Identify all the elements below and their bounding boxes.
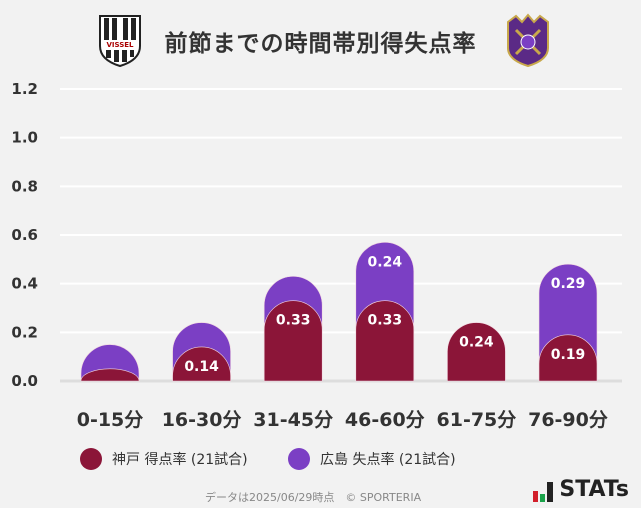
bar-chart: 0.0 0.2 0.4 0.6 0.8 1.0 1.2 0-15分 0.14 16-30分 0.33… bbox=[11, 80, 622, 431]
legend-item-hiroshima: 広島 失点率 (21試合) bbox=[288, 448, 456, 470]
x-tick-label: 61-75分 bbox=[437, 409, 517, 431]
kobe-data-label: 0.14 bbox=[184, 359, 219, 375]
x-tick-label: 31-45分 bbox=[253, 409, 333, 431]
stats-bars-icon bbox=[533, 482, 554, 502]
y-tick-label: 0.6 bbox=[11, 226, 38, 244]
kobe-bar bbox=[263, 300, 323, 382]
legend-label-hiroshima: 広島 失点率 (21試合) bbox=[320, 452, 456, 468]
kobe-data-label: 0.24 bbox=[459, 335, 494, 351]
x-tick-label: 46-60分 bbox=[345, 409, 425, 431]
y-tick-label: 0.0 bbox=[11, 372, 38, 390]
hiroshima-data-label: 0.29 bbox=[551, 276, 586, 292]
kobe-bar bbox=[172, 346, 231, 382]
sanfrecce-logo bbox=[507, 13, 549, 68]
kobe-bar bbox=[538, 334, 598, 382]
svg-text:VISSEL: VISSEL bbox=[106, 41, 134, 49]
y-tick-label: 1.0 bbox=[11, 129, 38, 147]
kobe-data-label: 0.19 bbox=[551, 347, 586, 363]
kobe-data-label: 0.33 bbox=[276, 313, 311, 329]
chart-title: 前節までの時間帯別得失点率 bbox=[164, 31, 477, 57]
x-tick-label: 0-15分 bbox=[77, 409, 144, 431]
legend-item-kobe: 神戸 得点率 (21試合) bbox=[80, 448, 248, 470]
y-tick-label: 0.8 bbox=[11, 177, 38, 195]
kobe-bar bbox=[447, 322, 506, 382]
x-tick-label: 16-30分 bbox=[162, 409, 242, 431]
y-tick-label: 0.4 bbox=[11, 275, 38, 293]
y-tick-label: 0.2 bbox=[11, 323, 38, 341]
vissel-logo: VISSEL bbox=[99, 15, 141, 68]
stats-logo: STATs bbox=[533, 477, 629, 502]
kobe-data-label: 0.33 bbox=[368, 313, 403, 329]
data-source-note: データは2025/06/29時点 © SPORTERIA bbox=[205, 491, 422, 504]
kobe-legend-swatch bbox=[80, 448, 102, 470]
kobe-bar bbox=[355, 300, 415, 382]
y-tick-label: 1.2 bbox=[11, 80, 38, 98]
x-tick-label: 76-90分 bbox=[528, 409, 608, 431]
hiroshima-legend-swatch bbox=[288, 448, 310, 470]
legend-label-kobe: 神戸 得点率 (21試合) bbox=[112, 452, 248, 468]
stats-brand-text: STATs bbox=[559, 477, 629, 502]
kobe-bar bbox=[80, 368, 140, 382]
hiroshima-data-label: 0.24 bbox=[368, 254, 403, 270]
